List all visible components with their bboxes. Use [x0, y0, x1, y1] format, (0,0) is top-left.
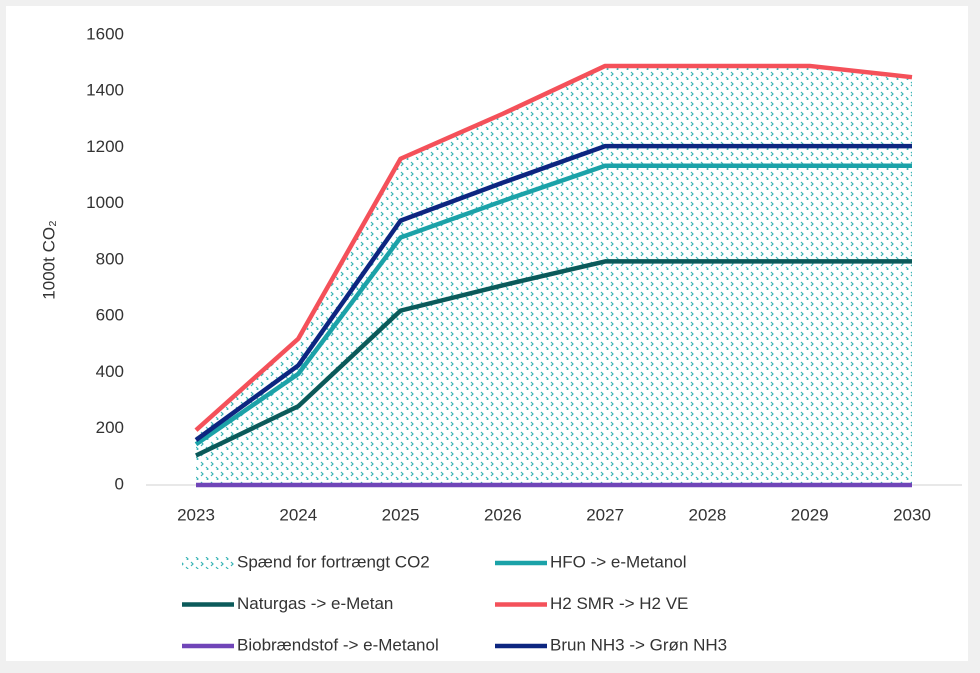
x-tick-label: 2027: [586, 505, 624, 524]
legend-label: Biobrændstof -> e-Metanol: [237, 635, 439, 654]
legend-label: Spænd for fortrængt CO2: [237, 552, 430, 571]
legend-label: Brun NH3 -> Grøn NH3: [550, 635, 727, 654]
y-tick-label: 1400: [86, 81, 124, 100]
x-tick-label: 2026: [484, 505, 522, 524]
x-tick-label: 2030: [893, 505, 931, 524]
line: [195, 259, 912, 458]
line: [194, 163, 912, 447]
line: [194, 63, 913, 432]
legend-swatch: [182, 557, 234, 569]
x-tick-label: 2024: [279, 505, 317, 524]
y-tick-label: 1600: [86, 24, 124, 43]
y-tick-label: 1000: [86, 193, 124, 212]
x-tick-label: 2029: [791, 505, 829, 524]
x-tick-label: 2023: [177, 505, 215, 524]
y-tick-label: 200: [96, 418, 124, 437]
y-tick-label: 600: [96, 306, 124, 325]
line: [194, 143, 912, 442]
y-tick-label: 400: [96, 362, 124, 381]
legend-label: H2 SMR -> H2 VE: [550, 594, 688, 613]
y-tick-label: 0: [115, 474, 124, 493]
x-tick-label: 2025: [382, 505, 420, 524]
legend-label: HFO -> e-Metanol: [550, 552, 687, 571]
y-axis-label: 1000t CO₂: [39, 220, 58, 299]
y-tick-label: 800: [96, 249, 124, 268]
legend-label: Naturgas -> e-Metan: [237, 594, 393, 613]
y-tick-label: 1200: [86, 137, 124, 156]
x-tick-label: 2028: [689, 505, 727, 524]
